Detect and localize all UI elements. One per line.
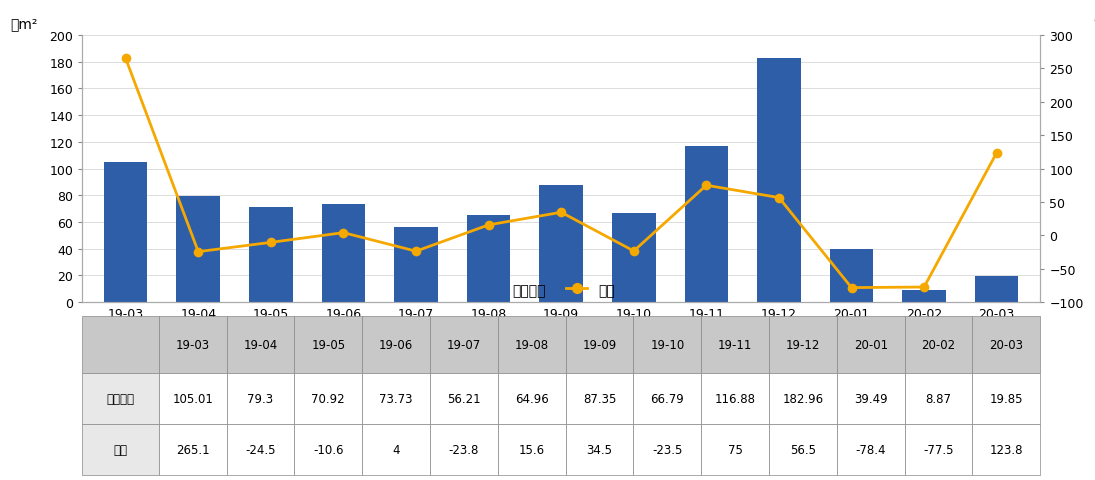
Text: 19-04: 19-04 [243, 338, 278, 351]
Text: 87.35: 87.35 [583, 392, 616, 405]
Text: 19-10: 19-10 [650, 338, 684, 351]
Bar [249, 208, 292, 302]
Bar [684, 147, 728, 302]
Text: 19-12: 19-12 [786, 338, 820, 351]
Text: 19-11: 19-11 [718, 338, 752, 351]
Text: 19-08: 19-08 [515, 338, 549, 351]
Bar [362, 317, 430, 373]
Text: 19-07: 19-07 [447, 338, 481, 351]
Text: -10.6: -10.6 [313, 443, 344, 456]
Bar [837, 317, 904, 373]
Bar [104, 163, 148, 302]
Bar [176, 197, 220, 302]
Bar [82, 373, 159, 424]
Text: 79.3: 79.3 [247, 392, 274, 405]
Text: 19-05: 19-05 [311, 338, 345, 351]
Text: 19-06: 19-06 [379, 338, 413, 351]
Bar [837, 424, 904, 475]
Bar [227, 373, 295, 424]
Bar [975, 276, 1018, 302]
Bar [430, 373, 498, 424]
Bar [972, 373, 1040, 424]
Text: 39.49: 39.49 [854, 392, 888, 405]
Text: 上市面积: 上市面积 [106, 392, 135, 405]
Text: -23.5: -23.5 [653, 443, 682, 456]
Text: -78.4: -78.4 [855, 443, 886, 456]
Bar [701, 424, 769, 475]
Bar [769, 424, 837, 475]
Bar [430, 424, 498, 475]
Bar [904, 424, 972, 475]
Text: 15.6: 15.6 [519, 443, 545, 456]
Bar [633, 317, 701, 373]
Text: 70.92: 70.92 [311, 392, 345, 405]
Bar [633, 424, 701, 475]
Legend: 上市面积, 环比: 上市面积, 环比 [474, 277, 621, 303]
Text: 182.96: 182.96 [782, 392, 823, 405]
Bar [633, 373, 701, 424]
Bar [830, 250, 874, 302]
Text: 116.88: 116.88 [715, 392, 756, 405]
Bar [612, 214, 656, 302]
Text: -23.8: -23.8 [449, 443, 480, 456]
Text: 19-03: 19-03 [175, 338, 210, 351]
Text: 20-02: 20-02 [922, 338, 956, 351]
Bar [159, 373, 227, 424]
Bar [498, 424, 566, 475]
Text: 8.87: 8.87 [925, 392, 952, 405]
Bar [757, 59, 800, 302]
Text: 73.73: 73.73 [379, 392, 413, 405]
Bar [159, 424, 227, 475]
Bar [566, 373, 633, 424]
Bar [540, 186, 583, 302]
Text: -77.5: -77.5 [923, 443, 954, 456]
Bar [972, 424, 1040, 475]
Bar [566, 424, 633, 475]
Bar [769, 373, 837, 424]
Bar [498, 317, 566, 373]
Bar [769, 317, 837, 373]
Bar [295, 424, 362, 475]
Bar [82, 424, 159, 475]
Bar [904, 317, 972, 373]
Text: 56.5: 56.5 [789, 443, 816, 456]
Text: %: % [1093, 17, 1095, 31]
Text: 56.21: 56.21 [447, 392, 481, 405]
Text: 19.85: 19.85 [990, 392, 1023, 405]
Bar [904, 373, 972, 424]
Bar [322, 204, 366, 302]
Bar [430, 317, 498, 373]
Text: 105.01: 105.01 [172, 392, 214, 405]
Bar [227, 317, 295, 373]
Text: 万m²: 万m² [10, 17, 37, 31]
Text: 20-03: 20-03 [990, 338, 1024, 351]
Bar [837, 373, 904, 424]
Bar [566, 317, 633, 373]
Bar [466, 216, 510, 302]
Bar [362, 424, 430, 475]
Bar [902, 290, 946, 302]
Text: -24.5: -24.5 [245, 443, 276, 456]
Bar [159, 317, 227, 373]
Bar [227, 424, 295, 475]
Text: 123.8: 123.8 [990, 443, 1023, 456]
Text: 环比: 环比 [114, 443, 127, 456]
Text: 4: 4 [392, 443, 400, 456]
Text: 64.96: 64.96 [515, 392, 549, 405]
Text: 19-09: 19-09 [583, 338, 616, 351]
Bar [295, 373, 362, 424]
Bar [362, 373, 430, 424]
Text: 75: 75 [728, 443, 742, 456]
Text: 20-01: 20-01 [854, 338, 888, 351]
Text: 66.79: 66.79 [650, 392, 684, 405]
Bar [498, 373, 566, 424]
Bar [972, 317, 1040, 373]
Bar [394, 228, 438, 302]
Bar [295, 317, 362, 373]
Bar [82, 317, 159, 373]
Text: 265.1: 265.1 [176, 443, 209, 456]
Bar [701, 373, 769, 424]
Text: 34.5: 34.5 [587, 443, 612, 456]
Bar [701, 317, 769, 373]
